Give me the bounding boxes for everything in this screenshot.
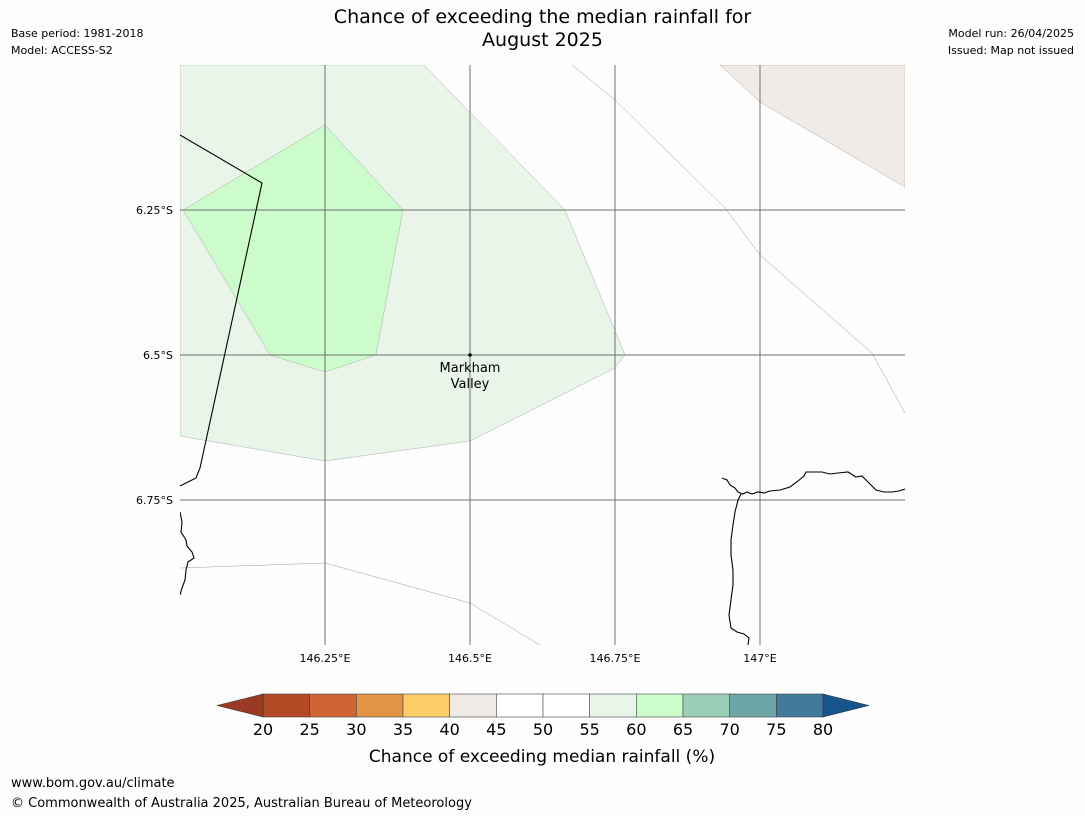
colorbar-tick-label: 25: [299, 720, 319, 739]
colorbar-segment: [776, 693, 824, 718]
colorbar-tick-label: 65: [673, 720, 693, 739]
colorbar-segment: [496, 693, 544, 718]
colorbar-under-arrow: [216, 693, 264, 718]
colorbar-title: Chance of exceeding median rainfall (%): [369, 747, 715, 767]
colorbar-tick-label: 50: [533, 720, 553, 739]
boundaries: [180, 134, 905, 645]
colorbar-segment: [589, 693, 637, 718]
colorbar-tick-label: 80: [813, 720, 833, 739]
colorbar-tick-label: 55: [579, 720, 599, 739]
colorbar-tick-label: 35: [393, 720, 413, 739]
map-title: Chance of exceeding the median rainfall …: [0, 6, 1085, 52]
colorbar-segment: [636, 693, 684, 718]
markham-valley-marker: [468, 353, 472, 357]
colorbar-over-arrow: [822, 693, 870, 718]
colorbar-segment: [542, 693, 590, 718]
place-label: Markham Valley: [440, 361, 501, 392]
footer-copyright: © Commonwealth of Australia 2025, Austra…: [11, 796, 472, 811]
colorbar-tick-label: 40: [439, 720, 459, 739]
colorbar: 20 25 30 35 40 45 50 55 60 65 70 75 80 Chance of exc…: [216, 693, 870, 767]
coastline-west: [180, 511, 195, 596]
place-name-line-2: Valley: [451, 377, 490, 392]
colorbar-segment: [309, 693, 357, 718]
colorbar-segment: [449, 693, 497, 718]
model-text: Model: ACCESS-S2: [11, 44, 113, 57]
coastline-east: [721, 471, 905, 495]
meta-left: Base period: 1981-2018 Model: ACCESS-S2: [11, 25, 143, 59]
longitude-labels: 146.25°E 146.5°E 146.75°E 147°E: [300, 652, 777, 665]
zone-40-45: [719, 65, 905, 188]
map-area: [180, 65, 905, 645]
base-period-text: Base period: 1981-2018: [11, 27, 144, 40]
colorbar-tick-label: 20: [253, 720, 273, 739]
lat-label: 6.5°S: [143, 349, 173, 362]
lat-label: 6.25°S: [136, 204, 173, 217]
lon-label: 146.75°E: [590, 652, 641, 665]
graticule: [180, 65, 905, 645]
colorbar-segment: [262, 693, 310, 718]
model-run-text: Model run: 26/04/2025: [948, 27, 1074, 40]
contour-lines: [180, 65, 905, 645]
place-name-line-1: Markham: [440, 361, 501, 376]
lon-label: 146.5°E: [448, 652, 492, 665]
footer-url[interactable]: www.bom.gov.au/climate: [11, 776, 175, 791]
title-line-2: August 2025: [482, 29, 603, 51]
colorbar-segment: [402, 693, 450, 718]
meta-right: Model run: 26/04/2025 Issued: Map not is…: [948, 25, 1074, 59]
lat-label: 6.75°S: [136, 494, 173, 507]
lon-label: 146.25°E: [300, 652, 351, 665]
colorbar-tick-label: 75: [766, 720, 786, 739]
title-line-1: Chance of exceeding the median rainfall …: [333, 6, 752, 28]
issued-text: Issued: Map not issued: [947, 44, 1074, 57]
coastline-east-south: [728, 493, 750, 645]
colorbar-tick-label: 70: [719, 720, 739, 739]
border-line: [180, 134, 263, 487]
latitude-labels: 6.25°S 6.5°S 6.75°S: [136, 204, 173, 507]
colorbar-tick-label: 45: [486, 720, 506, 739]
colorbar-segment: [682, 693, 730, 718]
colorbar-segment: [356, 693, 404, 718]
colorbar-tick-label: 60: [626, 720, 646, 739]
colorbar-tick-label: 30: [346, 720, 366, 739]
colorbar-segment: [729, 693, 777, 718]
footer: www.bom.gov.au/climate © Commonwealth of…: [11, 774, 472, 814]
lon-label: 147°E: [743, 652, 776, 665]
